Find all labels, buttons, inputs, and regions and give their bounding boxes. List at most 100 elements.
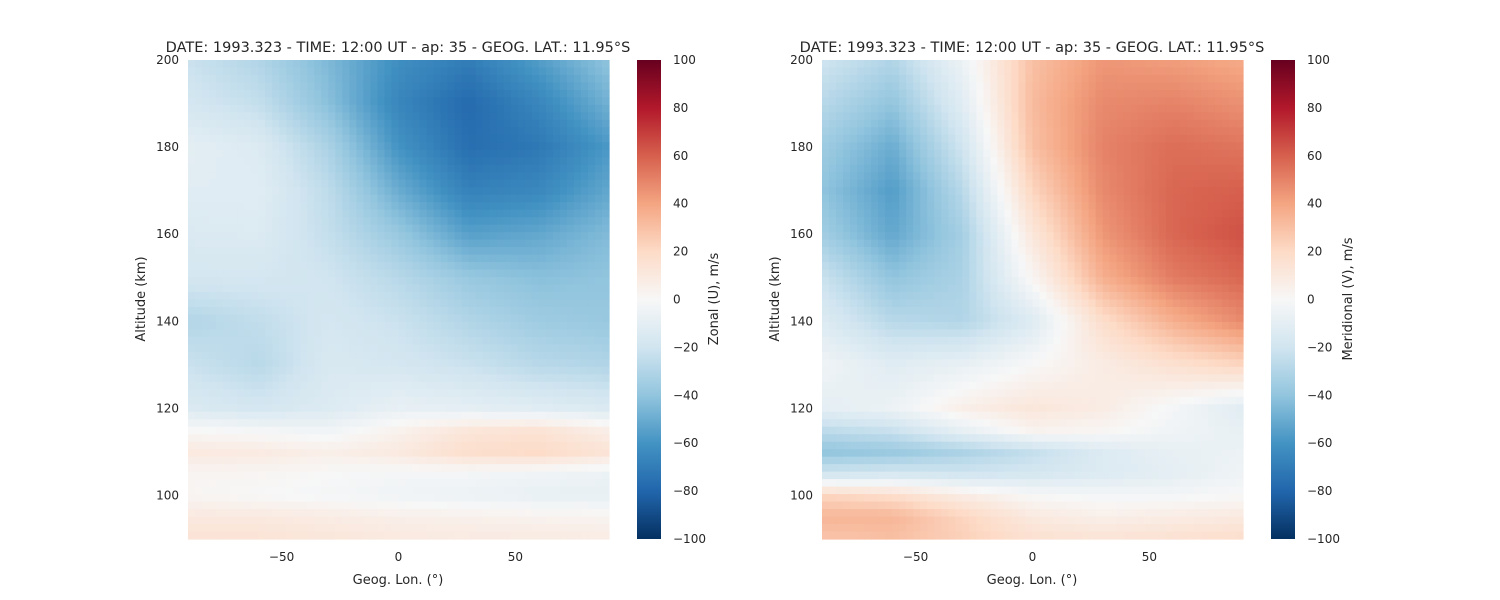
zonal-heatmap-cell	[251, 381, 259, 390]
zonal-colorbar-tick-label: 80	[673, 101, 688, 115]
zonal-heatmap-cell	[517, 396, 526, 405]
zonal-heatmap-cell	[293, 157, 301, 166]
meridional-heatmap-cell	[1137, 134, 1146, 143]
meridional-heatmap-cell	[1207, 67, 1216, 76]
meridional-heatmap-cell	[1193, 179, 1202, 188]
zonal-heatmap-cell	[300, 164, 308, 173]
meridional-heatmap-cell	[1053, 142, 1062, 151]
zonal-heatmap-cell	[454, 292, 463, 301]
meridional-heatmap-cell	[1074, 67, 1083, 76]
zonal-heatmap-cell	[244, 329, 252, 338]
zonal-heatmap-cell	[573, 336, 582, 345]
meridional-heatmap-cell	[1221, 74, 1230, 84]
zonal-heatmap-cell	[391, 426, 400, 435]
zonal-heatmap-cell	[531, 119, 540, 128]
zonal-heatmap-cell	[293, 494, 301, 503]
zonal-heatmap-cell	[503, 479, 512, 488]
zonal-heatmap-cell	[377, 381, 386, 390]
zonal-heatmap-cell	[244, 194, 252, 203]
zonal-heatmap-cell	[349, 284, 357, 293]
zonal-heatmap-cell	[440, 389, 449, 398]
meridional-heatmap-cell	[878, 104, 886, 113]
zonal-heatmap-cell	[349, 404, 357, 413]
meridional-heatmap-cell	[899, 112, 907, 121]
zonal-heatmap-cell	[496, 74, 505, 84]
zonal-heatmap-cell	[188, 149, 196, 158]
zonal-heatmap-cell	[314, 127, 322, 136]
zonal-heatmap-cell	[349, 127, 357, 136]
zonal-heatmap-cell	[405, 531, 414, 540]
zonal-heatmap-cell	[524, 284, 533, 293]
zonal-heatmap-cell	[356, 284, 365, 293]
zonal-heatmap-cell	[433, 479, 442, 488]
zonal-heatmap-cell	[524, 104, 533, 113]
zonal-heatmap-cell	[230, 464, 238, 473]
zonal-heatmap-cell	[559, 509, 568, 518]
zonal-heatmap-cell	[433, 516, 442, 525]
zonal-heatmap-cell	[594, 60, 603, 69]
zonal-heatmap-cell	[552, 441, 561, 450]
zonal-heatmap-cell	[566, 112, 575, 121]
zonal-heatmap-cell	[433, 336, 442, 345]
meridional-heatmap-cell	[1081, 187, 1090, 196]
zonal-heatmap-cell	[566, 359, 575, 368]
zonal-heatmap-cell	[349, 524, 357, 533]
zonal-heatmap-cell	[237, 157, 245, 166]
zonal-heatmap-cell	[503, 277, 512, 286]
zonal-heatmap-cell	[580, 284, 589, 293]
zonal-heatmap-cell	[391, 134, 400, 143]
meridional-heatmap-cell	[1172, 60, 1181, 69]
zonal-heatmap-cell	[524, 509, 533, 518]
meridional-heatmap-cell	[822, 89, 830, 99]
zonal-heatmap-cell	[496, 127, 505, 136]
zonal-heatmap-cell	[454, 82, 463, 91]
zonal-heatmap-cell	[258, 127, 266, 136]
zonal-heatmap-cell	[503, 209, 512, 218]
zonal-heatmap-cell	[335, 97, 343, 106]
zonal-heatmap-cell	[300, 404, 308, 413]
zonal-heatmap-cell	[342, 531, 350, 540]
zonal-heatmap-cell	[398, 486, 407, 495]
zonal-heatmap-cell	[454, 509, 463, 518]
zonal-heatmap-cell	[335, 74, 343, 84]
zonal-heatmap-cell	[482, 486, 491, 495]
zonal-heatmap-cell	[587, 306, 596, 316]
meridional-heatmap-cell	[983, 97, 991, 106]
meridional-heatmap-cell	[1165, 134, 1174, 143]
zonal-heatmap-cell	[475, 516, 484, 525]
zonal-heatmap-cell	[489, 501, 498, 510]
meridional-heatmap-cell	[878, 127, 886, 136]
zonal-heatmap-cell	[517, 329, 526, 338]
zonal-heatmap-cell	[517, 217, 526, 226]
meridional-heatmap-cell	[1137, 89, 1146, 99]
zonal-heatmap-cell	[195, 262, 203, 271]
zonal-heatmap-cell	[405, 449, 414, 458]
zonal-heatmap-cell	[279, 471, 287, 480]
zonal-heatmap-cell	[524, 479, 533, 488]
zonal-heatmap-cell	[258, 381, 266, 390]
zonal-heatmap-cell	[573, 247, 582, 256]
meridional-heatmap-cell	[913, 187, 921, 196]
zonal-heatmap-cell	[279, 217, 287, 226]
zonal-heatmap-cell	[489, 299, 498, 308]
meridional-heatmap-cell	[948, 157, 956, 166]
zonal-heatmap-cell	[426, 179, 435, 188]
zonal-heatmap-cell	[237, 306, 245, 316]
meridional-heatmap-cell	[1228, 82, 1237, 91]
zonal-heatmap-cell	[335, 486, 343, 495]
zonal-heatmap-cell	[559, 404, 568, 413]
meridional-heatmap-cell	[948, 74, 956, 84]
zonal-heatmap-cell	[398, 112, 407, 121]
zonal-heatmap-cell	[223, 411, 231, 420]
zonal-heatmap-cell	[321, 202, 329, 211]
zonal-heatmap-cell	[356, 224, 365, 233]
zonal-heatmap-cell	[335, 247, 343, 256]
zonal-heatmap-cell	[272, 119, 280, 128]
zonal-heatmap-cell	[391, 411, 400, 420]
zonal-heatmap-cell	[363, 501, 372, 510]
zonal-heatmap-cell	[300, 187, 308, 196]
zonal-heatmap-cell	[321, 389, 329, 398]
meridional-heatmap-cell	[1158, 187, 1167, 196]
meridional-heatmap-cell	[864, 164, 872, 173]
meridional-heatmap-cell	[899, 104, 907, 113]
